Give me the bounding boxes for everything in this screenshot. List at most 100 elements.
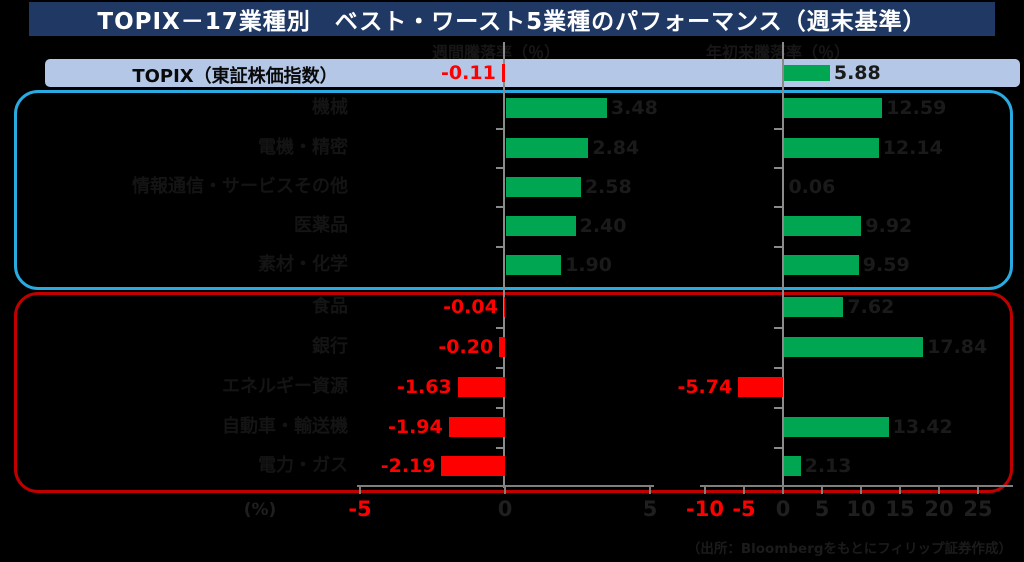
ytd-value: 13.42 [892, 415, 953, 438]
category-tick [774, 407, 783, 409]
ytd-value: 2.13 [804, 455, 852, 477]
ytd-bar [784, 456, 801, 476]
category-tick [496, 407, 505, 409]
category-tick [496, 327, 505, 329]
x-axis-tick-label: 0 [497, 497, 513, 521]
sector-label: 電機・精密 [258, 136, 348, 158]
weekly-bar [506, 137, 589, 158]
category-tick [774, 205, 783, 208]
x-axis-tick-label: -10 [686, 497, 724, 521]
x-axis-tick [704, 487, 706, 494]
worst5-group-box [14, 292, 1013, 493]
ytd-bar [784, 297, 844, 317]
x-axis-tick [821, 487, 823, 494]
ytd-zero-axis [782, 42, 784, 488]
topix-weekly-bar [501, 63, 505, 82]
source-note: （出所：Bloombergをもとにフィリップ証券作成） [686, 541, 1012, 557]
chart-title-bar: TOPIX－17業種別 ベスト・ワースト5業種のパフォーマンス（週末基準） [29, 2, 995, 36]
category-tick [774, 127, 783, 130]
x-axis-tick-label: 20 [924, 497, 954, 521]
weekly-column-header: 週間騰落率（％） [432, 43, 561, 62]
category-tick [496, 127, 505, 130]
x-axis-tick [860, 487, 862, 494]
weekly-bar [457, 377, 505, 397]
x-axis-tick [504, 487, 506, 494]
x-axis-tick [782, 487, 784, 494]
sector-label: 素材・化学 [258, 254, 348, 275]
x-axis-tick-label: 10 [846, 497, 876, 521]
ytd-value: 7.62 [847, 296, 895, 318]
topix-ytd-bar [784, 64, 830, 81]
topix-weekly-value: -0.11 [441, 61, 496, 84]
sector-label: 医薬品 [294, 214, 348, 236]
ytd-bar [784, 337, 924, 357]
weekly-value: -0.20 [438, 336, 494, 358]
ytd-bar [784, 416, 889, 437]
x-axis-tick-label: 25 [963, 497, 993, 521]
sector-label: 自動車・輸送機 [222, 415, 348, 437]
weekly-value: -0.04 [443, 296, 498, 318]
category-tick [774, 446, 783, 449]
ytd-value: 9.59 [862, 254, 910, 276]
x-axis-tick-label: 0 [775, 497, 791, 521]
topix-row-label: TOPIX（東証株価指数） [132, 66, 338, 87]
weekly-value: 2.58 [584, 175, 632, 198]
sector-label: 情報通信・サービスその他 [132, 175, 348, 197]
sector-label: 機械 [312, 97, 348, 118]
x-axis-tick [899, 487, 901, 494]
x-axis-tick-label: -5 [732, 497, 756, 521]
category-tick [496, 166, 505, 169]
weekly-x-axis-line [357, 485, 654, 487]
ytd-value: 0.06 [788, 175, 836, 198]
weekly-bar [506, 215, 576, 236]
ytd-value: 17.84 [927, 336, 988, 358]
weekly-value: 3.48 [610, 97, 658, 119]
topix-summary-row [45, 59, 1020, 87]
category-tick [774, 245, 783, 248]
x-axis-tick [743, 487, 745, 494]
ytd-column-header: 年初来騰落率（％） [705, 43, 850, 62]
ytd-value: -5.74 [677, 376, 733, 398]
ytd-bar [784, 215, 862, 236]
ytd-value: 12.59 [886, 97, 947, 119]
sector-label: 電力・ガス [258, 455, 348, 476]
category-tick [496, 205, 505, 208]
ytd-bar [738, 377, 783, 397]
topix-ytd-value: 5.88 [833, 61, 881, 84]
weekly-value: 2.40 [579, 214, 627, 237]
sector-label: 食品 [312, 296, 348, 317]
sector-label: エネルギー資源 [222, 376, 348, 397]
weekly-bar [506, 98, 607, 118]
chart-title: TOPIX－17業種別 ベスト・ワースト5業種のパフォーマンス（週末基準） [97, 9, 927, 35]
best5-group-box [14, 90, 1013, 290]
weekly-value: -1.63 [396, 376, 452, 398]
ytd-bar [784, 255, 859, 275]
ytd-value: 12.14 [882, 136, 943, 159]
x-axis-tick-label: 5 [642, 497, 658, 521]
category-tick [496, 245, 505, 248]
weekly-value: 1.90 [565, 254, 612, 276]
axis-unit-label: (%) [243, 500, 277, 520]
category-tick [496, 367, 505, 369]
ytd-bar [784, 98, 883, 118]
category-tick [774, 327, 783, 329]
weekly-bar [441, 456, 505, 476]
category-tick [774, 166, 783, 169]
x-axis-tick [938, 487, 940, 494]
weekly-bar [506, 255, 562, 275]
ytd-value: 9.92 [865, 214, 913, 237]
weekly-value: 2.84 [592, 136, 640, 159]
x-axis-tick-label: 15 [885, 497, 915, 521]
weekly-value: -2.19 [380, 455, 436, 477]
weekly-zero-axis [503, 42, 505, 488]
sector-label: 銀行 [312, 336, 348, 357]
weekly-bar [499, 337, 505, 357]
category-tick [774, 367, 783, 369]
ytd-bar [784, 137, 879, 158]
x-axis-tick-label: -5 [348, 497, 372, 521]
x-axis-tick-label: 5 [814, 497, 830, 521]
x-axis-tick [977, 487, 979, 494]
weekly-bar [448, 416, 505, 437]
weekly-value: -1.94 [387, 415, 443, 438]
ytd-x-axis-line [700, 485, 1013, 487]
